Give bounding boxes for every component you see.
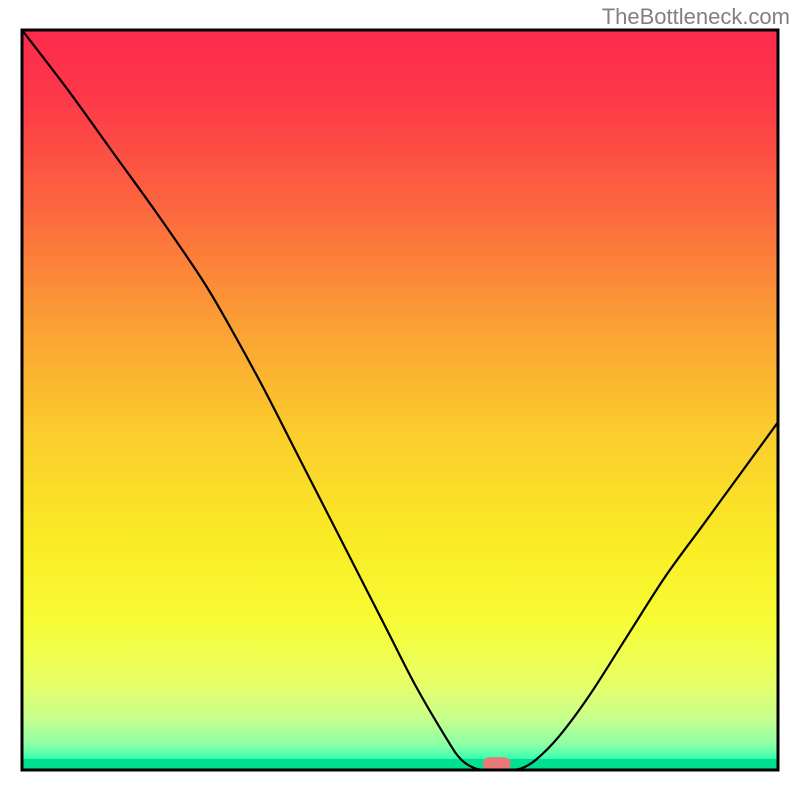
bottleneck-chart: TheBottleneck.com [0, 0, 800, 800]
green-band [22, 759, 778, 770]
gradient-background [22, 30, 778, 770]
chart-canvas [0, 0, 800, 800]
